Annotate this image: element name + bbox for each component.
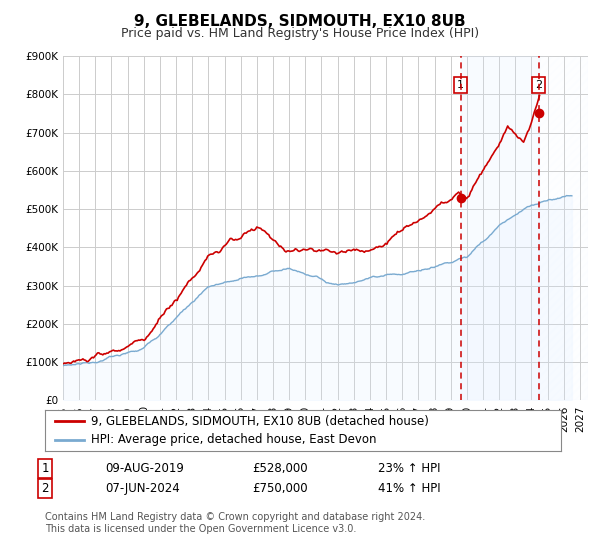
Bar [461, 56, 539, 400]
Text: 41% ↑ HPI: 41% ↑ HPI [378, 482, 440, 495]
Bar [539, 56, 588, 400]
Text: 9, GLEBELANDS, SIDMOUTH, EX10 8UB: 9, GLEBELANDS, SIDMOUTH, EX10 8UB [134, 14, 466, 29]
Text: £528,000: £528,000 [252, 462, 308, 475]
Text: 2: 2 [535, 80, 542, 90]
Text: 1: 1 [457, 80, 464, 90]
Text: 1: 1 [41, 462, 49, 475]
Text: 9, GLEBELANDS, SIDMOUTH, EX10 8UB (detached house): 9, GLEBELANDS, SIDMOUTH, EX10 8UB (detac… [91, 415, 430, 428]
Text: 07-JUN-2024: 07-JUN-2024 [105, 482, 180, 495]
Text: HPI: Average price, detached house, East Devon: HPI: Average price, detached house, East… [91, 433, 377, 446]
Text: Price paid vs. HM Land Registry's House Price Index (HPI): Price paid vs. HM Land Registry's House … [121, 27, 479, 40]
Text: £750,000: £750,000 [252, 482, 308, 495]
Text: 09-AUG-2019: 09-AUG-2019 [105, 462, 184, 475]
Text: 2: 2 [41, 482, 49, 495]
Text: 23% ↑ HPI: 23% ↑ HPI [378, 462, 440, 475]
Text: Contains HM Land Registry data © Crown copyright and database right 2024.
This d: Contains HM Land Registry data © Crown c… [45, 512, 425, 534]
